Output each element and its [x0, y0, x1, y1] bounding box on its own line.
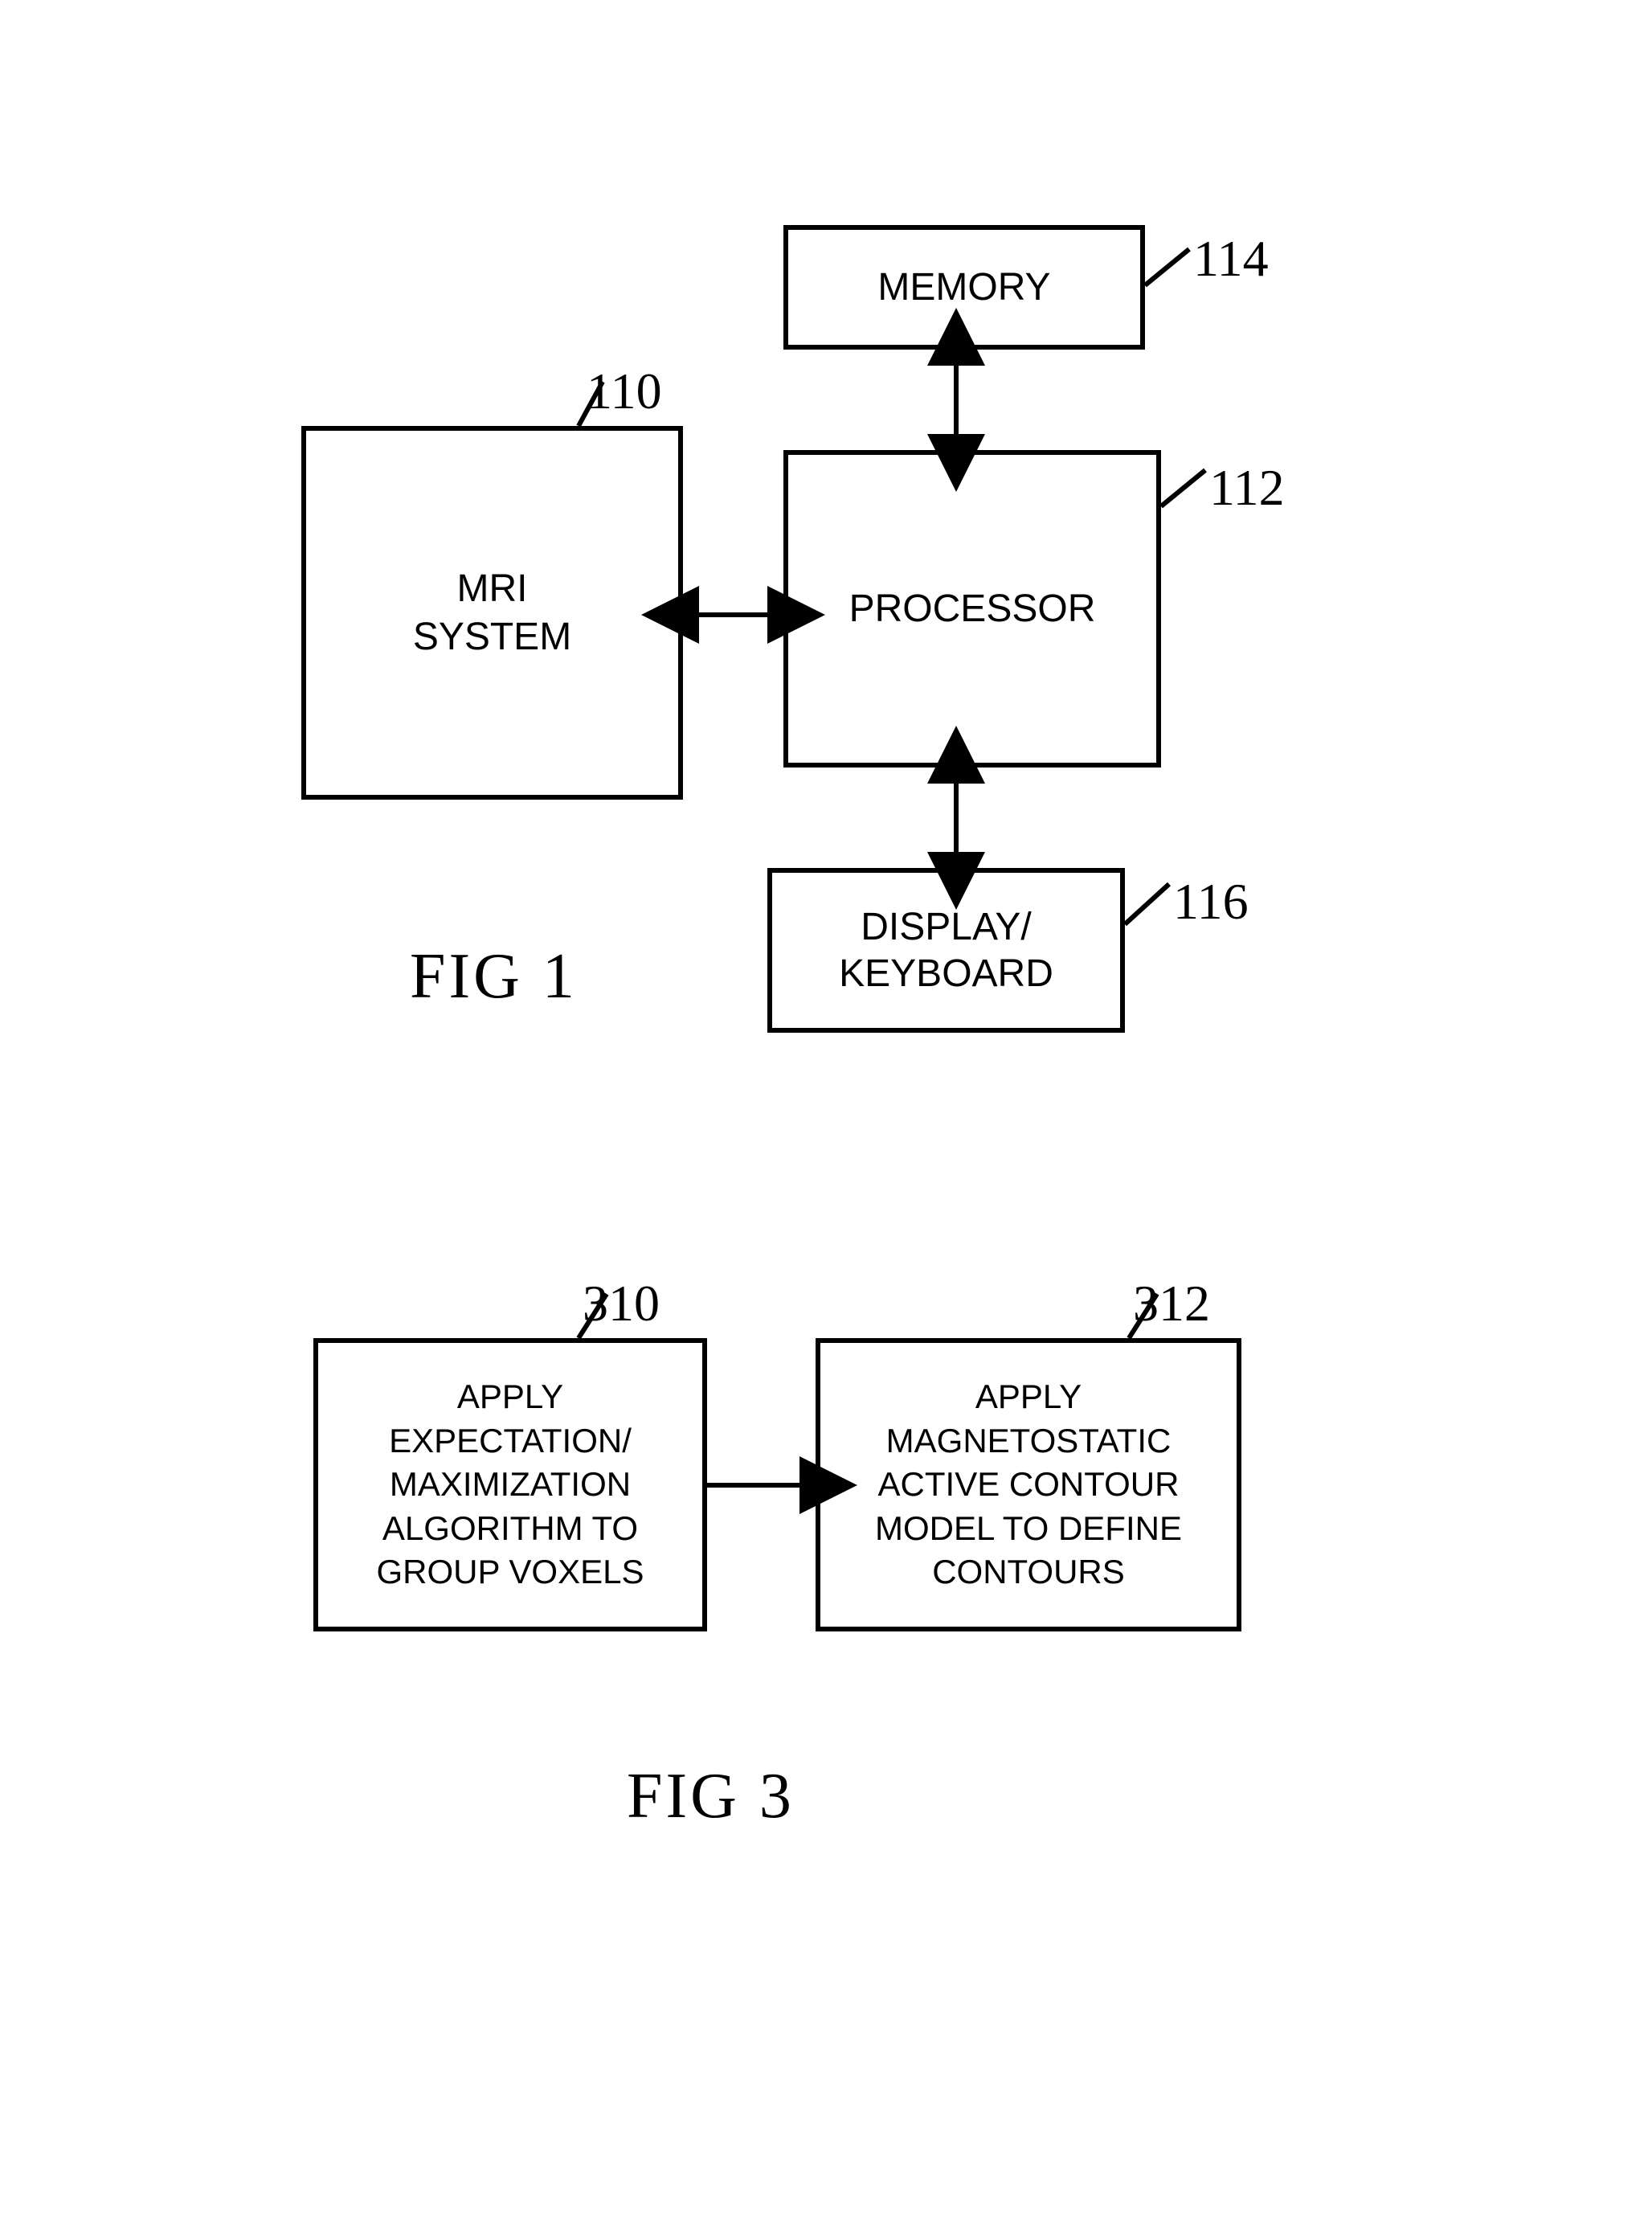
fig3-label: FIG 3 [627, 1760, 795, 1833]
fig3-arrow-em-mac [0, 0, 1652, 2231]
diagram-container: MRI SYSTEM MEMORY PROCESSOR DISPLAY/ KEY… [0, 0, 1652, 2231]
